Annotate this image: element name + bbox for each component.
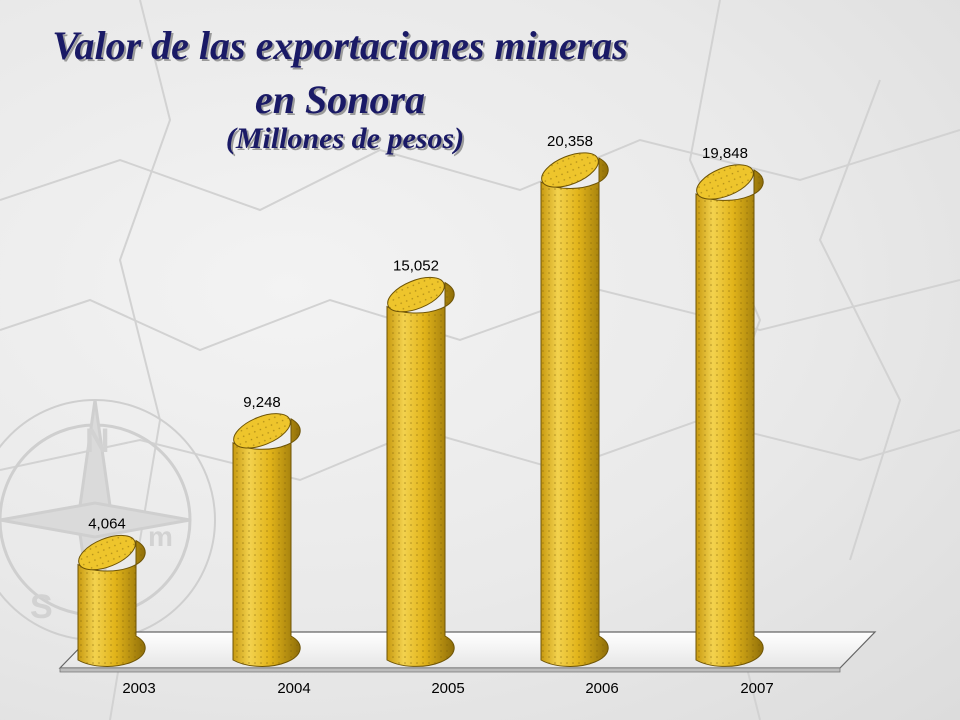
bar-2007: 19,848 2007 — [695, 145, 774, 697]
chart-title-line-2: en Sonora — [254, 77, 426, 122]
bar-texture — [387, 282, 455, 667]
chart-title-line-1: Valor de las exportaciones mineras — [52, 23, 628, 68]
data-label-2005: 15,052 — [393, 258, 439, 275]
bar-2005: 15,052 2005 — [386, 258, 465, 697]
compass-letter-n: N — [85, 422, 110, 460]
bar-top-texture — [387, 277, 445, 312]
x-tick-label-2005: 2005 — [431, 680, 464, 697]
bar-2003: 4,064 2003 — [77, 516, 156, 697]
bar-2006: 20,358 2006 — [540, 133, 619, 697]
x-tick-label-2004: 2004 — [277, 680, 310, 697]
data-label-2007: 19,848 — [702, 145, 748, 162]
bar-top-texture — [233, 413, 291, 449]
bar-2004: 9,248 2004 — [232, 394, 311, 697]
bar-top-texture — [78, 535, 136, 570]
bar-top-texture — [541, 152, 599, 188]
x-tick-label-2003: 2003 — [122, 680, 155, 697]
bar-texture — [78, 540, 146, 667]
data-label-2004: 9,248 — [243, 394, 281, 411]
compass-letter-s: S — [30, 588, 53, 626]
data-label-2006: 20,358 — [547, 133, 593, 150]
bar-texture — [541, 158, 609, 667]
chart-subtitle: (Millones de pesos) — [225, 122, 465, 155]
x-tick-label-2006: 2006 — [585, 680, 618, 697]
x-tick-label-2007: 2007 — [740, 680, 773, 697]
compass-letter-m: m — [148, 521, 173, 552]
bar-texture — [233, 418, 301, 667]
bar-texture — [696, 169, 764, 667]
bar-top-texture — [696, 164, 754, 200]
data-label-2003: 4,064 — [88, 516, 126, 533]
